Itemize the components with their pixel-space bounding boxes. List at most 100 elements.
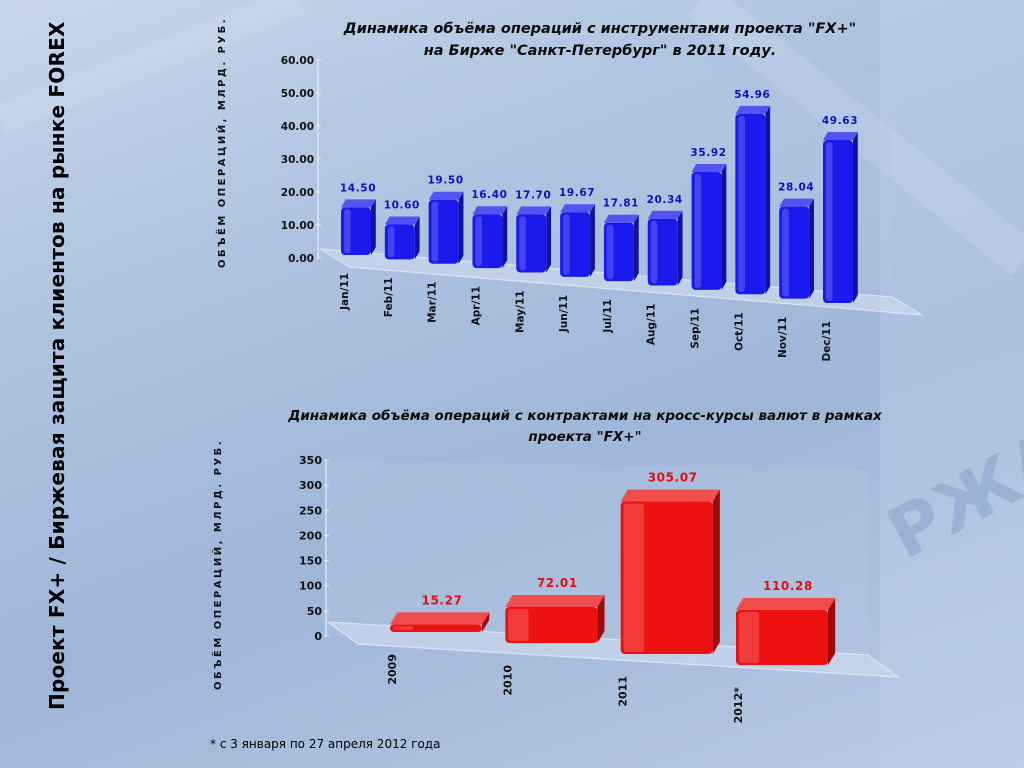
chart1-y-tick: 50.00	[281, 88, 314, 100]
chart1-bar-highlight	[431, 201, 439, 262]
chart1-category-label-8: Sep/11	[690, 308, 702, 349]
chart2-bar-front	[390, 624, 482, 632]
chart1-bar-side	[590, 204, 595, 277]
chart1-bar-side	[721, 163, 727, 290]
chart1-value-label-1: 10.60	[384, 200, 420, 212]
chart1-bar-side	[371, 199, 376, 255]
chart1-bar-front	[735, 113, 766, 295]
chart1-bar-side	[546, 206, 552, 273]
chart1-category-label-7: Aug/11	[646, 304, 658, 346]
chart2-bar-highlight	[739, 611, 760, 663]
chart1-bar-highlight	[519, 216, 526, 271]
chart2-bar-highlight	[393, 626, 414, 630]
chart1-bar-0	[341, 199, 376, 255]
chart2-y-tick: 150	[299, 555, 322, 568]
chart1-bar-6	[603, 214, 639, 282]
chart2-bar-highlight	[508, 608, 529, 641]
chart2-category-label-1: 2010	[501, 665, 514, 696]
chart1-category-label-0: Jan/11	[339, 273, 351, 311]
chart1-category-label-10: Nov/11	[777, 317, 789, 358]
chart1-value-label-7: 20.34	[647, 194, 683, 206]
chart2-bar-side	[828, 597, 836, 665]
chart1-category-label-9: Oct/11	[733, 312, 745, 351]
chart1-bar-top	[603, 214, 639, 223]
chart2-bar-2	[620, 489, 720, 654]
chart1-category-label-1: Feb/11	[383, 277, 395, 317]
chart1-bar-front	[779, 206, 810, 299]
chart2-bar-side	[712, 489, 720, 654]
chart2-bar-top	[390, 612, 490, 625]
footnote: * с 3 января по 27 апреля 2012 года	[210, 737, 441, 751]
chart2-value-label-0: 15.27	[422, 593, 463, 607]
chart1-bar-side	[809, 198, 814, 299]
chart1-value-label-8: 35.92	[690, 147, 726, 159]
chart1-value-label-2: 19.50	[428, 175, 464, 187]
chart1-y-tick: 60.00	[281, 55, 314, 67]
chart2-bar-front	[505, 606, 598, 643]
chart1-value-label-10: 28.04	[778, 182, 814, 194]
chart1-bar-top	[647, 210, 683, 219]
chart1-bar-top	[823, 132, 858, 141]
chart1-bar-front	[691, 171, 722, 290]
chart2-value-label-1: 72.01	[537, 576, 578, 590]
chart1-bar-highlight	[782, 208, 789, 297]
chart1-bar-side	[502, 206, 508, 269]
chart1-category-label-3: Apr/11	[470, 286, 482, 325]
chart1-bar-top	[341, 199, 376, 208]
chart1-value-label-11: 49.63	[822, 115, 858, 127]
chart2-bar-top	[736, 597, 836, 610]
chart1-value-label-9: 54.96	[734, 89, 770, 101]
chart1-bar-highlight	[563, 214, 570, 275]
chart1-y-tick: 30.00	[281, 154, 314, 166]
chart1-bar-front	[384, 224, 415, 260]
chart1-bar-front	[560, 212, 591, 277]
chart1-category-label-5: Jun/11	[558, 295, 570, 333]
chart1-bar-11	[823, 132, 858, 303]
chart2-y-tick: 250	[299, 504, 322, 517]
chart1-title: Динамика объёма операций с инструментами…	[300, 18, 900, 62]
chart1-bar-1	[384, 216, 420, 260]
chart1-bar-9	[735, 105, 771, 295]
chart2-y-tick: 50	[307, 605, 323, 618]
chart2-category-label-3: 2012*	[732, 687, 745, 724]
chart2-bar-side	[482, 612, 490, 632]
chart1-bar-top	[560, 204, 595, 213]
chart1-bar-2	[428, 191, 464, 264]
chart2-y-tick: 0	[314, 630, 322, 643]
chart1-y-tick: 20.00	[281, 187, 314, 199]
chart1-bar-side	[677, 210, 683, 286]
chart1-bar-7	[647, 210, 683, 286]
chart2-bar-front	[736, 609, 828, 665]
chart1-bar-top	[516, 206, 552, 215]
chart1-bar-highlight	[606, 224, 614, 280]
chart1-y-tick: 10.00	[281, 220, 314, 232]
chart1-bar-front	[428, 199, 459, 264]
chart1-value-label-4: 17.70	[515, 189, 551, 201]
chart1-bar-front	[823, 140, 853, 303]
chart2-back-wall	[326, 460, 868, 653]
chart1-bar-side	[458, 191, 464, 264]
chart1-bar-highlight	[387, 226, 395, 258]
chart1-bar-front	[647, 218, 678, 286]
chart1-bar-highlight	[650, 220, 658, 284]
chart1-category-label-11: Dec/11	[821, 321, 833, 362]
chart1-category-label-4: May/11	[514, 290, 526, 333]
chart2-bar-1	[505, 594, 605, 643]
chart1-bar-front	[516, 214, 547, 273]
chart1-y-tick: 0.00	[288, 253, 314, 265]
chart1-bar-top	[779, 198, 814, 207]
chart1-title-line1: Динамика объёма операций с инструментами…	[343, 21, 857, 37]
chart1-bar-8	[691, 163, 727, 290]
chart1-bar-highlight	[694, 173, 702, 288]
chart1-value-label-0: 14.50	[340, 182, 376, 194]
chart2-y-tick: 350	[299, 454, 322, 467]
chart1-bar-4	[516, 206, 552, 273]
chart1-category-label-2: Mar/11	[427, 282, 439, 323]
chart1-bar-highlight	[826, 142, 833, 301]
chart1-bar-5	[560, 204, 595, 277]
chart2-value-label-3: 110.28	[763, 579, 813, 593]
chart1-bar-side	[414, 216, 420, 260]
chart2-bar-highlight	[623, 503, 644, 652]
